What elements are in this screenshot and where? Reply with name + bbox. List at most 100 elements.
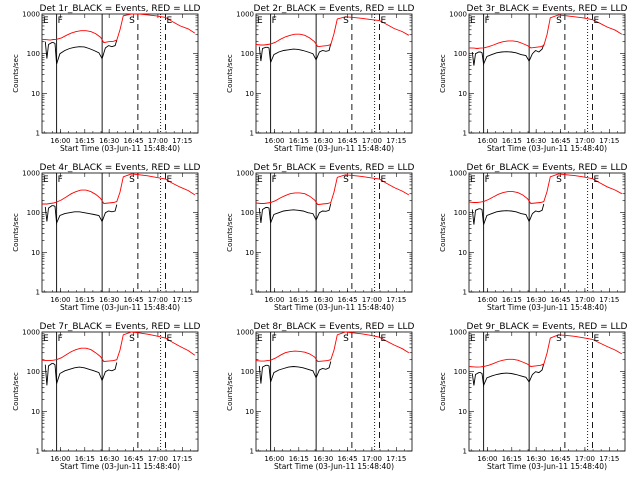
x-tick-label: 17:00 [148, 455, 168, 463]
events-series-line [471, 363, 545, 388]
x-tick-label: 17:15 [172, 137, 192, 145]
chart-panel: Det 5r_BLACK = Events, RED = LLD 1 10 100 10… [226, 163, 415, 312]
marker-label: S [556, 334, 562, 344]
y-tick-label: 10 [31, 249, 40, 257]
x-tick-label: 16:15 [289, 455, 309, 463]
marker-label: E [257, 16, 263, 26]
y-tick-label: 1000 [449, 170, 467, 178]
marker-label: E [257, 175, 263, 185]
marker-label: E [381, 16, 387, 26]
chart-title: Det 8r_BLACK = Events, RED = LLD [254, 322, 415, 332]
chart-title: Det 2r_BLACK = Events, RED = LLD [254, 4, 415, 14]
x-tick-label: 17:15 [386, 455, 406, 463]
x-tick-label: 16:00 [264, 455, 284, 463]
x-tick-label: 16:15 [75, 455, 95, 463]
y-tick-label: 10 [458, 249, 467, 257]
marker-label: E [381, 175, 387, 185]
chart-panel: Det 3r_BLACK = Events, RED = LLD 1 10 100 10… [439, 4, 628, 153]
marker-label: E [257, 334, 263, 344]
events-series-line [258, 203, 332, 224]
x-axis-label: Start Time (03-Jun-11 15:48:40) [60, 144, 180, 153]
y-tick-label: 1000 [236, 11, 254, 19]
plot-frame [468, 331, 626, 452]
x-tick-label: 16:30 [99, 137, 119, 145]
y-tick-label: 100 [454, 50, 467, 58]
x-tick-label: 16:00 [264, 296, 284, 304]
chart-title: Det 1r_BLACK = Events, RED = LLD [40, 4, 201, 14]
plot-frame [468, 172, 626, 293]
y-tick-label: 1000 [236, 329, 254, 337]
marker-label: E [43, 334, 49, 344]
y-tick-label: 1 [36, 130, 40, 138]
x-tick-label: 17:15 [386, 137, 406, 145]
plot-frame [41, 331, 199, 452]
y-tick-label: 1000 [449, 329, 467, 337]
marker-label: F [272, 334, 277, 344]
x-tick-label: 16:00 [50, 296, 70, 304]
marker-label: S [343, 334, 349, 344]
x-tick-label: 17:00 [362, 455, 382, 463]
chart-panel: Det 2r_BLACK = Events, RED = LLD 1 10 100 10… [226, 4, 415, 153]
marker-label: S [556, 175, 562, 185]
y-axis-label: Counts/sec [226, 372, 234, 411]
chart-title: Det 5r_BLACK = Events, RED = LLD [254, 163, 415, 173]
y-tick-label: 100 [241, 368, 254, 376]
plot-frame [468, 13, 626, 134]
plot-frame [255, 172, 413, 293]
x-tick-label: 17:00 [362, 137, 382, 145]
y-tick-label: 10 [458, 90, 467, 98]
marker-label: F [58, 334, 63, 344]
marker-label: E [594, 334, 600, 344]
lld-series-line [41, 331, 196, 362]
x-axis-label: Start Time (03-Jun-11 15:48:40) [60, 462, 180, 471]
lld-series-line [255, 16, 410, 48]
events-series-line [258, 43, 332, 63]
y-tick-label: 1 [463, 289, 467, 297]
x-tick-label: 17:15 [172, 455, 192, 463]
x-tick-label: 16:00 [264, 137, 284, 145]
x-tick-label: 17:00 [362, 296, 382, 304]
lld-series-line [468, 173, 623, 204]
marker-label: E [470, 175, 476, 185]
marker-label: E [470, 334, 476, 344]
y-axis-label: Counts/sec [439, 54, 447, 93]
marker-label: F [58, 16, 63, 26]
x-tick-label: 17:00 [148, 296, 168, 304]
events-series-line [258, 361, 332, 384]
x-tick-label: 16:00 [477, 455, 497, 463]
x-axis-label: Start Time (03-Jun-11 15:48:40) [274, 144, 394, 153]
y-tick-label: 10 [245, 249, 254, 257]
y-tick-label: 1000 [22, 11, 40, 19]
x-tick-label: 16:45 [337, 137, 357, 145]
y-tick-label: 10 [31, 408, 40, 416]
x-tick-label: 17:00 [148, 137, 168, 145]
y-tick-label: 1 [463, 448, 467, 456]
events-series-line [44, 362, 118, 386]
x-tick-label: 17:15 [386, 296, 406, 304]
x-tick-label: 17:00 [575, 137, 595, 145]
plot-frame [41, 13, 199, 134]
x-axis-label: Start Time (03-Jun-11 15:48:40) [274, 462, 394, 471]
marker-label: S [129, 334, 135, 344]
marker-label: E [167, 175, 173, 185]
x-axis-label: Start Time (03-Jun-11 15:48:40) [487, 144, 607, 153]
y-axis-label: Counts/sec [439, 213, 447, 252]
x-tick-label: 16:00 [50, 455, 70, 463]
marker-label: F [485, 334, 490, 344]
marker-label: S [343, 16, 349, 26]
y-axis-label: Counts/sec [439, 372, 447, 411]
marker-label: S [129, 175, 135, 185]
x-tick-label: 16:30 [313, 455, 333, 463]
x-axis-label: Start Time (03-Jun-11 15:48:40) [274, 303, 394, 312]
chart-panel: Det 9r_BLACK = Events, RED = LLD 1 10 100 10… [439, 322, 628, 471]
x-tick-label: 16:45 [123, 455, 143, 463]
x-tick-label: 16:30 [313, 137, 333, 145]
y-axis-label: Counts/sec [12, 213, 20, 252]
x-tick-label: 16:30 [99, 455, 119, 463]
events-series-line [471, 203, 545, 225]
lld-series-line [41, 13, 196, 44]
y-tick-label: 1 [250, 448, 254, 456]
chart-title: Det 4r_BLACK = Events, RED = LLD [40, 163, 201, 173]
x-tick-label: 16:00 [477, 137, 497, 145]
